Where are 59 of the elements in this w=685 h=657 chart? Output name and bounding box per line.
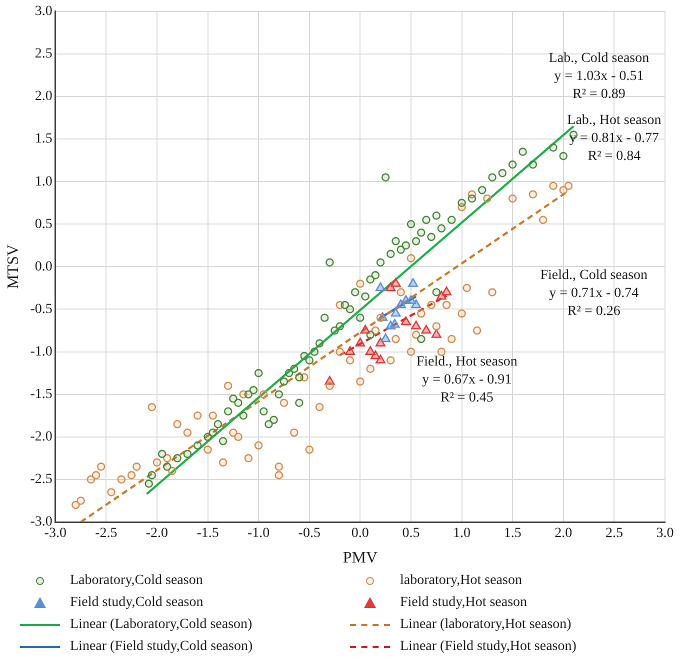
y-tick-label: -2.0 [30, 430, 52, 445]
x-axis-title: PMV [342, 550, 378, 567]
annotation: Field., Cold season y = 0.71x - 0.74 R² = 0.26 [540, 268, 648, 319]
legend-label: Linear (Field study,Cold season) [70, 639, 253, 655]
point [345, 346, 355, 355]
y-tick-label: 1.0 [34, 174, 52, 190]
x-tick-label: -2.0 [146, 526, 168, 542]
x-tick-label: 2.5 [605, 526, 623, 542]
y-tick-label: -2.5 [30, 472, 52, 488]
point [400, 316, 411, 326]
x-tick-label: -3.0 [44, 526, 66, 542]
x-tick-label: 0.0 [351, 526, 369, 542]
x-tick-label: 1.0 [453, 526, 471, 542]
x-tick-label: 0.5 [402, 526, 420, 542]
point [390, 278, 401, 287]
legend-label: Laboratory,Cold season [70, 573, 203, 589]
x-tick-label: -1.0 [247, 526, 270, 542]
y-tick-label: 2.5 [34, 46, 52, 62]
annotation: Lab., Cold season y = 1.03x - 0.51 R² = 0.89 [548, 50, 650, 102]
y-tick-label: 0.5 [34, 216, 52, 232]
point [421, 324, 432, 334]
y-tick-label: -1.0 [30, 344, 52, 360]
legend-label: Field study,Cold season [70, 595, 204, 611]
point [355, 338, 366, 346]
x-tick-label: 1.5 [504, 526, 522, 542]
point [396, 299, 406, 308]
point [406, 295, 416, 304]
point [408, 278, 418, 287]
point [390, 308, 401, 317]
point [380, 333, 391, 342]
point [386, 320, 396, 330]
x-tick-label: 3.0 [656, 526, 674, 542]
y-tick-label: -1.5 [30, 387, 52, 402]
y-tick-label: -0.5 [30, 302, 52, 317]
y-tick-label: 2.0 [34, 89, 52, 104]
point [365, 346, 376, 355]
point [376, 354, 386, 364]
legend-label: Linear (Field study,Hot season) [400, 639, 576, 655]
legend-label: laboratory,Hot season [400, 573, 522, 589]
x-tick-label: -0.5 [298, 526, 320, 542]
y-axis-title: MTSV [4, 244, 22, 289]
y-tick-label: 0.0 [34, 259, 52, 274]
point [411, 320, 422, 330]
point [411, 299, 422, 308]
y-tick-label: 3.0 [34, 4, 52, 20]
point [376, 338, 386, 346]
y-tick-label: 1.5 [34, 132, 52, 147]
x-tick-label: -1.5 [196, 526, 219, 542]
x-tick-label: -2.5 [95, 526, 118, 542]
point [442, 286, 452, 296]
point [370, 350, 380, 360]
legend-label: Linear (laboratory,Hot season) [400, 617, 572, 633]
point [386, 282, 396, 292]
legend-label: Field study,Hot season [400, 595, 528, 611]
legend-label: Linear (Laboratory,Cold season) [70, 617, 252, 633]
x-tick-label: 2.0 [554, 526, 572, 542]
point [376, 282, 386, 292]
annotation: Field., Hot season y = 0.67x - 0.91 R² = 0.45 [416, 354, 518, 406]
point [431, 329, 442, 338]
